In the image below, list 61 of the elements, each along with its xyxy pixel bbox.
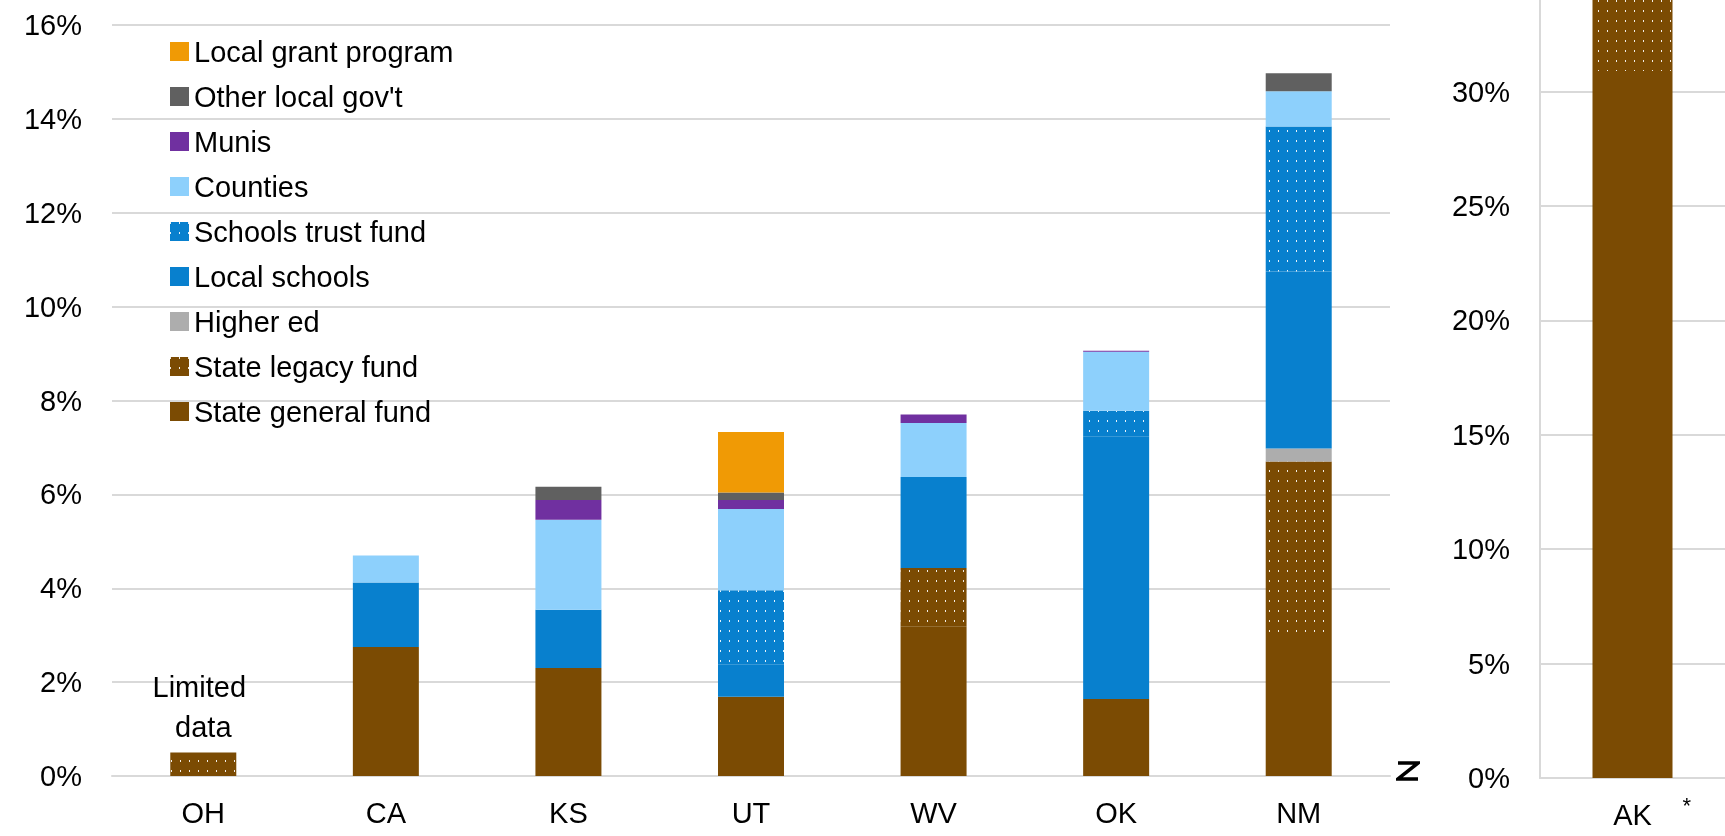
bar (718, 500, 784, 509)
y-tick-label: 5% (1468, 647, 1510, 680)
y-tick-label: 0% (1468, 762, 1510, 794)
bar (535, 500, 602, 520)
y-tick-label: 30% (1451, 75, 1510, 108)
bar (535, 519, 602, 610)
x-tick-label: KS (549, 796, 588, 829)
bar (1083, 351, 1150, 411)
x-tick-label: CA (365, 796, 407, 829)
legend-label: Munis (194, 125, 272, 158)
x-tick-label: WV (910, 796, 958, 829)
bar (900, 477, 967, 569)
legend-label: Higher ed (194, 305, 320, 338)
y-tick-label: 25% (1451, 189, 1510, 222)
legend-label: Local schools (194, 260, 370, 293)
y-tick-label: 16% (23, 9, 82, 41)
y-tick-label: 6% (40, 478, 82, 511)
bar (1265, 631, 1332, 776)
bar (718, 492, 784, 501)
bar (352, 555, 419, 583)
bar (900, 423, 967, 478)
bar (1265, 91, 1332, 127)
bar (535, 668, 602, 776)
bar (1265, 448, 1332, 462)
x-tick-label: NM (1276, 796, 1322, 829)
text: * (1682, 792, 1692, 818)
bar (718, 664, 784, 697)
bar (1083, 699, 1150, 776)
bar (535, 486, 602, 501)
annotation: Limited data (152, 670, 255, 743)
legend-label: Counties (194, 170, 309, 203)
legend-label: Other local gov't (194, 80, 403, 113)
y-tick-label: 15% (1451, 418, 1510, 451)
bar (900, 626, 967, 776)
bar (718, 696, 784, 776)
legend-label: State general fund (194, 395, 432, 428)
y-tick-label: 20% (1451, 304, 1510, 337)
bar (718, 508, 784, 591)
y-tick-label: 10% (23, 290, 82, 323)
legend-label: Local grant program (194, 35, 454, 68)
x-tick-label: OK (1095, 796, 1138, 829)
y-tick-label: 10% (1451, 533, 1510, 566)
y-tick-label: 14% (23, 102, 82, 135)
legend-label: State legacy fund (194, 350, 419, 383)
legend-label: Schools trust fund (194, 215, 427, 248)
x-tick-label: OH (181, 796, 226, 829)
bar (900, 414, 967, 424)
bar (1083, 436, 1150, 700)
x-tick-label: UT (731, 796, 771, 829)
y-tick-label: 8% (40, 384, 82, 417)
bar (352, 582, 419, 647)
bar (718, 431, 784, 493)
bar (1265, 73, 1332, 92)
bar (535, 609, 602, 669)
x-tick-label: AK (1613, 798, 1653, 831)
y-tick-label: 4% (40, 572, 82, 605)
y-tick-label: 12% (23, 196, 82, 229)
bar (352, 646, 419, 776)
y-tick-label: 0% (40, 760, 82, 792)
y-tick-label: 2% (40, 666, 82, 699)
bar (1265, 271, 1332, 449)
